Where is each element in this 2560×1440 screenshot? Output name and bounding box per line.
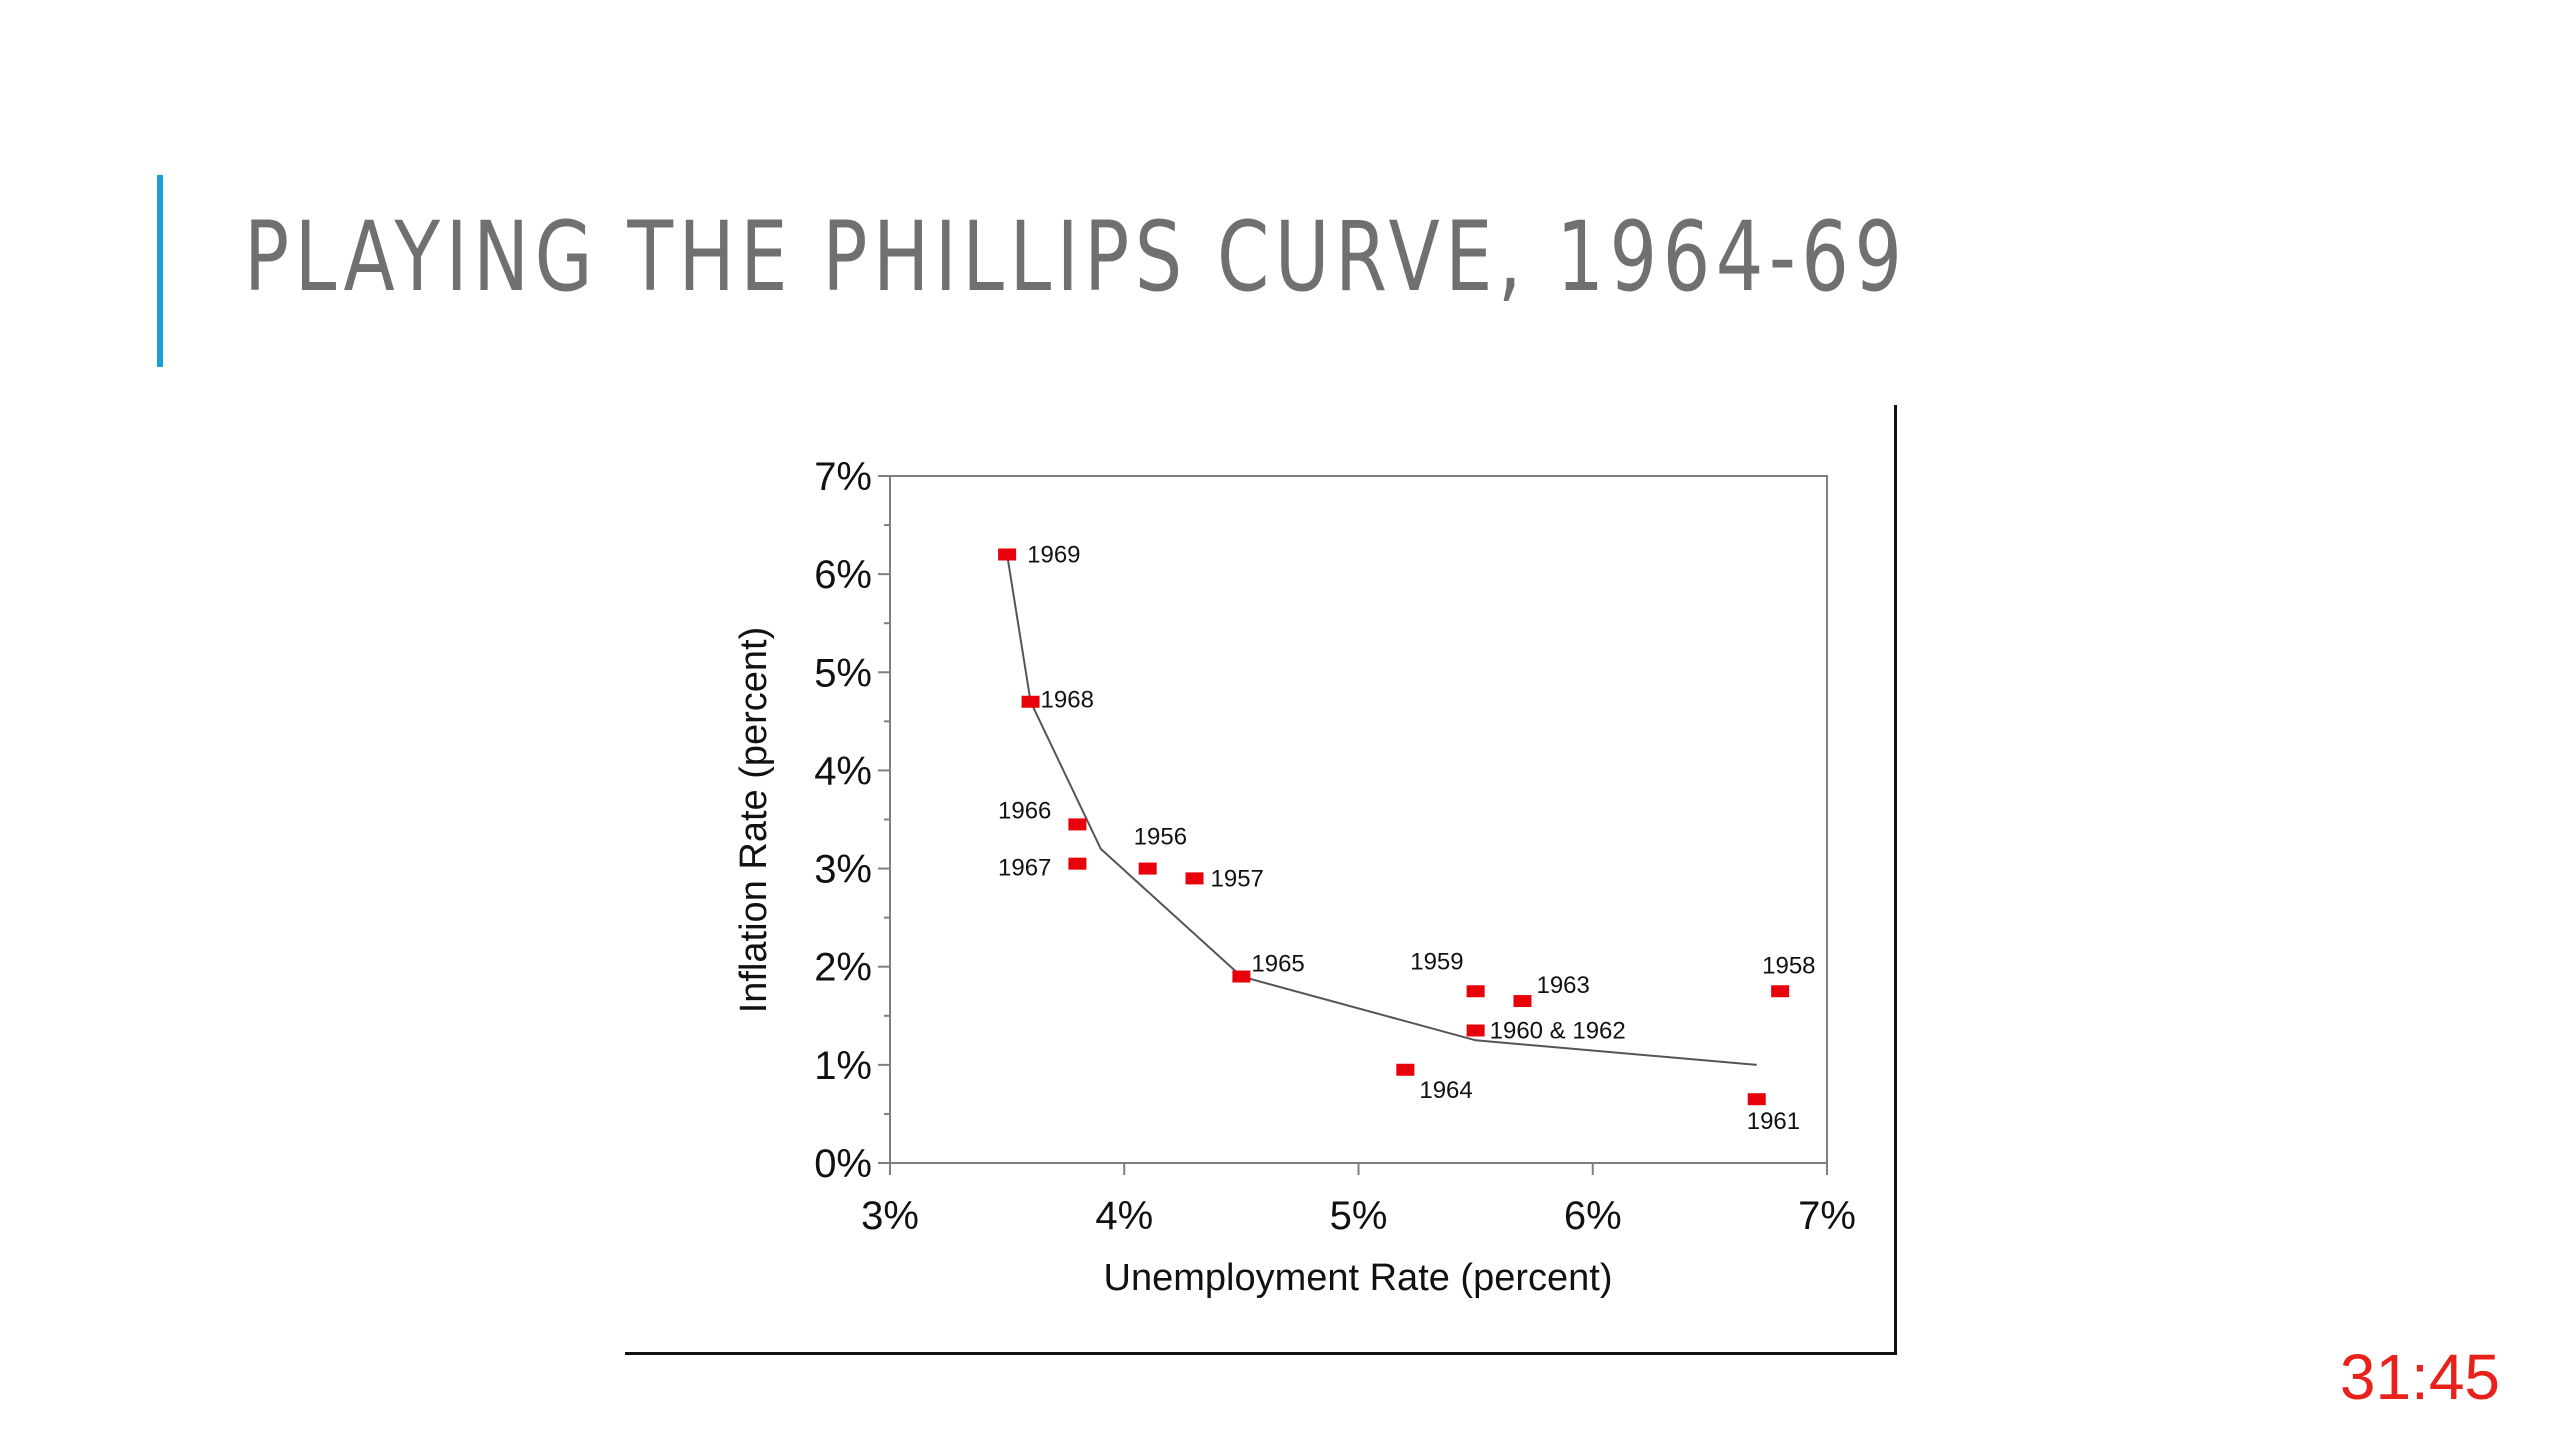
- plot-area: [889, 475, 1828, 1164]
- data-point-label: 1969: [1027, 542, 1080, 569]
- data-point-marker: [1513, 995, 1532, 1008]
- data-point-marker: [1466, 985, 1485, 998]
- y-tick-label: 1%: [814, 1044, 872, 1088]
- x-tick-label: 7%: [1798, 1194, 1856, 1238]
- data-point-label: 1958: [1762, 952, 1815, 979]
- data-point-label: 1956: [1134, 824, 1187, 851]
- y-axis-ticks: 0% 1% 2% 3% 4% 5% 6% 7%: [814, 455, 890, 1186]
- phillips-curve-chart: 0% 1% 2% 3% 4% 5% 6% 7% 3% 4% 5% 6% 7% 1969 1968 1966…: [733, 455, 1856, 1299]
- data-point-marker: [1068, 857, 1087, 870]
- x-tick-label: 5%: [1330, 1194, 1388, 1238]
- x-tick-label: 6%: [1564, 1194, 1622, 1238]
- x-tick-label: 4%: [1095, 1194, 1153, 1238]
- y-axis-label: Inflation Rate (percent): [733, 627, 775, 1014]
- data-point-label: 1967: [998, 855, 1051, 882]
- data-point-label: 1960 & 1962: [1490, 1018, 1626, 1045]
- data-point-marker: [1068, 818, 1087, 831]
- data-point-label: 1964: [1419, 1077, 1472, 1104]
- data-point-marker: [1232, 970, 1251, 983]
- data-point-marker: [1021, 695, 1040, 708]
- data-point-label: 1959: [1410, 948, 1463, 975]
- y-tick-label: 3%: [814, 848, 872, 892]
- data-point-label: 1966: [998, 797, 1051, 824]
- y-tick-label: 6%: [814, 553, 872, 597]
- chart-frame-bottom-border: [625, 1352, 1897, 1355]
- data-point-marker: [1396, 1063, 1415, 1076]
- data-point-label: 1961: [1747, 1108, 1800, 1135]
- slide-title: PLAYING THE PHILLIPS CURVE, 1964-69: [244, 201, 1908, 313]
- title-accent-bar: [157, 175, 163, 367]
- data-point-marker: [1185, 872, 1204, 885]
- y-tick-label: 0%: [814, 1142, 872, 1186]
- phillips-curve-line: [1006, 554, 1757, 1066]
- presentation-timer: 31:45: [2339, 1341, 2500, 1413]
- y-tick-label: 7%: [814, 455, 872, 499]
- y-tick-label: 5%: [814, 651, 872, 695]
- data-point-label: 1968: [1041, 687, 1094, 714]
- data-point-label: 1965: [1251, 951, 1304, 978]
- y-tick-label: 2%: [814, 946, 872, 990]
- y-tick-label: 4%: [814, 749, 872, 793]
- x-axis-ticks: 3% 4% 5% 6% 7%: [861, 1163, 1856, 1238]
- data-point-marker: [1747, 1093, 1766, 1106]
- data-point-label: 1957: [1211, 865, 1264, 892]
- data-point-marker: [1138, 862, 1157, 875]
- data-point-label: 1963: [1536, 972, 1589, 999]
- data-point-marker: [1771, 985, 1790, 998]
- x-tick-label: 3%: [861, 1194, 919, 1238]
- data-point-marker: [1466, 1024, 1485, 1037]
- data-point-marker: [998, 548, 1017, 561]
- chart-frame-right-border: [1894, 405, 1897, 1355]
- x-axis-label: Unemployment Rate (percent): [1104, 1257, 1613, 1299]
- data-points: 1969 1968 1966 1967 1956 1957 1965 1959 1963 1960…: [998, 542, 1816, 1136]
